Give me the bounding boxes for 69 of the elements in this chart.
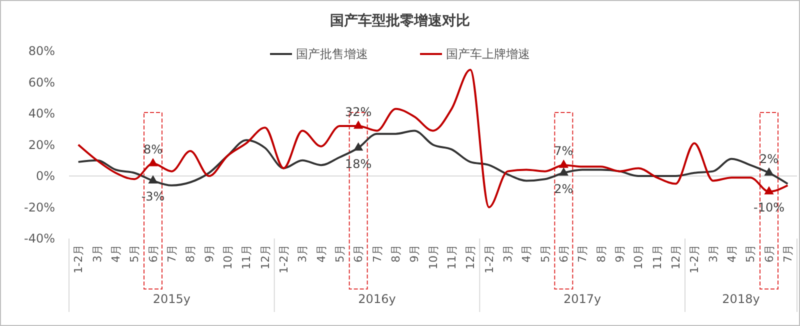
data-label: 2%: [554, 182, 574, 196]
x-tick-label: 8月: [594, 244, 608, 262]
data-label: 18%: [344, 156, 372, 171]
x-tick-label: 9月: [202, 244, 216, 262]
y-tick-label: 60%: [28, 75, 55, 90]
x-tick-label: 6月: [762, 244, 776, 262]
x-tick-label: 12月: [670, 244, 683, 270]
point: [764, 186, 774, 194]
x-tick-label: 7月: [166, 244, 179, 262]
x-tick-label: 1-2月: [278, 244, 291, 274]
point: [354, 142, 364, 151]
x-tick-label: 5月: [128, 244, 142, 262]
point: [354, 120, 364, 129]
point: [558, 167, 568, 176]
text: 2015y: [152, 292, 190, 306]
x-tick-label: 4月: [314, 244, 328, 262]
data-label: -3%: [141, 190, 165, 204]
chart-title: 国产车型批零增速对比: [330, 12, 470, 29]
x-tick-label: 3月: [296, 244, 310, 262]
y-tick-label: 0%: [36, 169, 55, 184]
x-tick-label: 4月: [110, 244, 123, 262]
x-tick-label: 8月: [390, 244, 403, 262]
y-tick-label: 40%: [28, 106, 55, 121]
x-tick-label: 5月: [334, 244, 347, 262]
data-label: 8%: [143, 142, 163, 156]
x-tick-label: 6月: [146, 244, 160, 262]
x-tick-label: 3月: [706, 244, 720, 262]
data-label: 32%: [344, 105, 372, 119]
x-tick-label: 9月: [614, 244, 627, 262]
point: [148, 158, 158, 166]
x-tick-label: 1-2月: [688, 244, 702, 274]
y-tick-label: -40%: [24, 232, 55, 246]
x-tick-label: 3月: [502, 244, 515, 262]
x-tick-label: 11月: [650, 244, 664, 270]
x-tick-label: 11月: [446, 244, 459, 270]
x-tick-label: 7月: [370, 244, 384, 262]
x-tick-label: 10月: [632, 244, 646, 270]
x-tick-label: 10月: [222, 244, 235, 270]
data-label: 2%: [759, 152, 779, 166]
x-tick-label: 11月: [240, 244, 254, 270]
x-tick-label: 6月: [352, 244, 366, 262]
data-label: 7%: [554, 144, 574, 158]
point: [148, 175, 158, 184]
text: 2017y: [564, 292, 602, 306]
x-tick-label: 4月: [520, 244, 534, 262]
x-tick-label: 3月: [90, 244, 104, 262]
text: 2016y: [358, 292, 396, 306]
x-tick-label: 12月: [258, 244, 272, 270]
legend-label: 国产车上牌增速: [446, 47, 530, 62]
x-tick-label: 9月: [408, 244, 422, 262]
data-label: -10%: [753, 200, 785, 215]
point: [764, 167, 774, 176]
y-tick-label: 80%: [28, 44, 55, 58]
x-tick-label: 7月: [576, 244, 590, 262]
y-tick-label: 20%: [28, 138, 55, 152]
x-tick-label: 7月: [782, 244, 795, 262]
x-tick-label: 1-2月: [72, 244, 86, 274]
x-tick-label: 10月: [426, 244, 440, 270]
x-tick-label: 1-2月: [482, 244, 496, 274]
x-tick-label: 5月: [744, 244, 758, 262]
point: [558, 160, 568, 168]
x-tick-label: 5月: [538, 244, 552, 262]
x-tick-label: 4月: [726, 244, 739, 262]
x-tick-label: 6月: [558, 244, 571, 262]
x-tick-label: 8月: [184, 244, 198, 262]
y-tick-label: -20%: [24, 200, 55, 214]
legend-label: 国产批售增速: [296, 47, 368, 62]
text: 2018y: [722, 292, 760, 306]
x-tick-label: 12月: [464, 244, 478, 270]
